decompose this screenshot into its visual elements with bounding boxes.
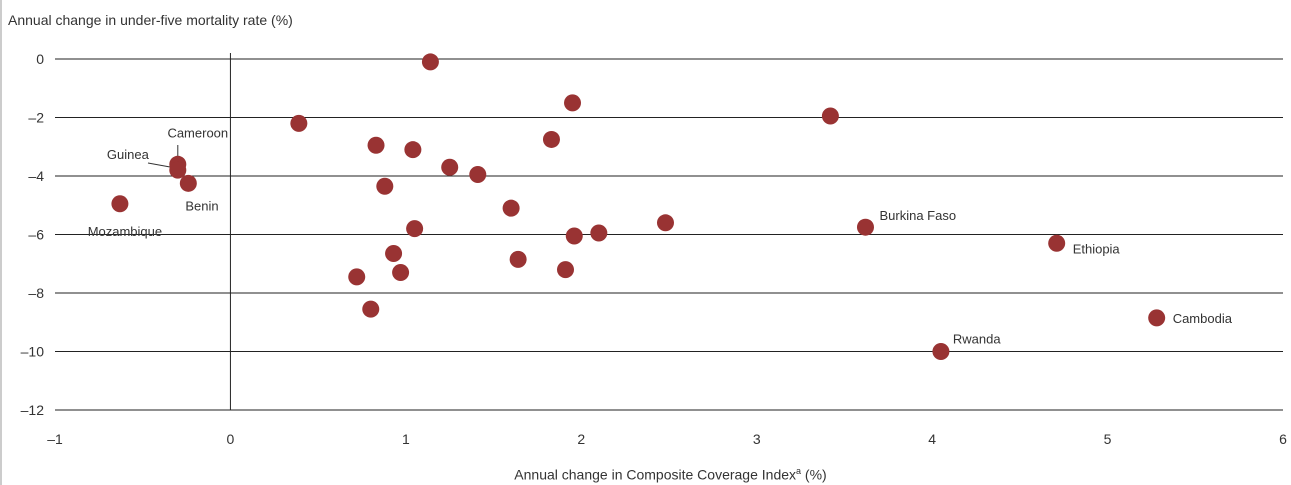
y-tick-label: –12: [21, 402, 45, 418]
data-point: [392, 264, 410, 282]
data-point: [542, 130, 560, 148]
leader-line: [147, 162, 171, 168]
x-axis-title-unit: (%): [801, 466, 827, 483]
y-tick-label: –4: [28, 168, 44, 184]
y-tick-label: –6: [28, 227, 44, 243]
x-axis-title-main: Annual change in Composite Coverage Inde…: [514, 466, 797, 483]
data-point: [367, 136, 385, 154]
x-tick-label: 0: [227, 431, 235, 447]
point-burkina-faso: [856, 218, 874, 236]
point-label-ethiopia: Ethiopia: [1073, 241, 1121, 256]
x-tick-label: 6: [1279, 431, 1287, 447]
x-tick-label: 2: [577, 431, 585, 447]
point-label-rwanda: Rwanda: [953, 332, 1001, 347]
y-tick-label: 0: [36, 51, 44, 67]
data-point: [406, 220, 424, 238]
data-point: [404, 141, 422, 159]
data-point: [509, 250, 527, 268]
data-point: [502, 199, 520, 217]
y-tick-label: –2: [28, 110, 44, 126]
data-point: [362, 300, 380, 318]
point-guinea: [169, 161, 187, 179]
data-point: [469, 166, 487, 184]
y-tick-label: –8: [28, 285, 44, 301]
point-label-benin: Benin: [185, 198, 218, 213]
x-tick-label: 4: [928, 431, 936, 447]
point-label-burkina-faso: Burkina Faso: [879, 208, 956, 223]
point-cambodia: [1148, 309, 1166, 327]
data-point: [821, 107, 839, 125]
data-point: [385, 245, 403, 263]
point-label-mozambique: Mozambique: [88, 224, 162, 239]
x-tick-label: 3: [753, 431, 761, 447]
data-point: [564, 94, 582, 112]
x-axis-title-footnote: a: [796, 466, 802, 476]
y-tick-label: –10: [21, 344, 45, 360]
data-point: [421, 53, 439, 71]
x-axis-title: Annual change in Composite Coverage Inde…: [0, 466, 1291, 483]
data-point: [441, 158, 459, 176]
data-point: [590, 224, 608, 242]
x-tick-label: 5: [1104, 431, 1112, 447]
x-tick-label: 1: [402, 431, 410, 447]
data-point: [348, 268, 366, 286]
data-point: [656, 214, 674, 232]
point-label-cambodia: Cambodia: [1173, 311, 1233, 326]
data-point: [565, 227, 583, 245]
x-tick-label: –1: [47, 431, 63, 447]
point-label-guinea: Guinea: [107, 147, 150, 162]
point-rwanda: [932, 343, 950, 360]
point-benin: [179, 174, 197, 192]
data-point: [556, 261, 574, 279]
point-mozambique: [111, 195, 129, 213]
data-point: [376, 177, 394, 195]
point-label-cameroon: Cameroon: [167, 125, 228, 140]
data-point: [290, 114, 308, 132]
point-ethiopia: [1048, 234, 1066, 252]
y-axis-title: Annual change in under-five mortality ra…: [8, 12, 293, 28]
